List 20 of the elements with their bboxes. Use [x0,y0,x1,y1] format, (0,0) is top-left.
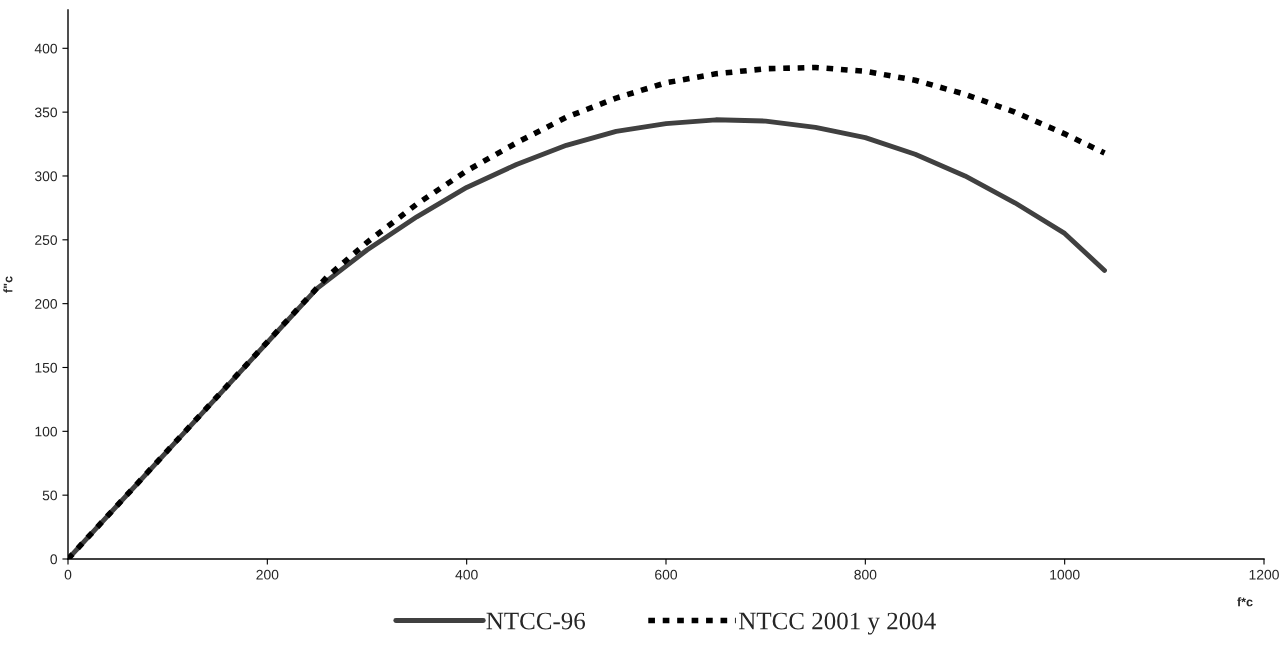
x-axis-title: f*c [1237,597,1253,607]
x-tick-label: 0 [64,569,72,580]
y-tick-label: 300 [34,171,58,182]
y-tick-label: 200 [35,298,58,309]
legend-label: NTCC 2001 y 2004 [739,612,936,635]
x-tick-label: 1200 [1249,569,1279,580]
x-tick-label: 200 [256,569,279,580]
y-tick-label: 350 [34,107,58,118]
y-tick-label: 400 [34,43,58,54]
y-axis-title: f"c [3,276,13,293]
y-tick-label: 0 [50,554,58,565]
x-tick-label: 400 [455,569,478,580]
x-tick-label: 800 [854,569,877,580]
y-tick-label: 150 [35,362,58,373]
y-tick-label: 250 [35,235,58,245]
legend-label: NTCC-96 [486,612,586,630]
y-tick-label: 50 [42,490,58,501]
y-tick-label: 100 [35,426,58,437]
x-tick-label: 600 [655,569,678,580]
x-tick-label: 1000 [1050,569,1080,580]
